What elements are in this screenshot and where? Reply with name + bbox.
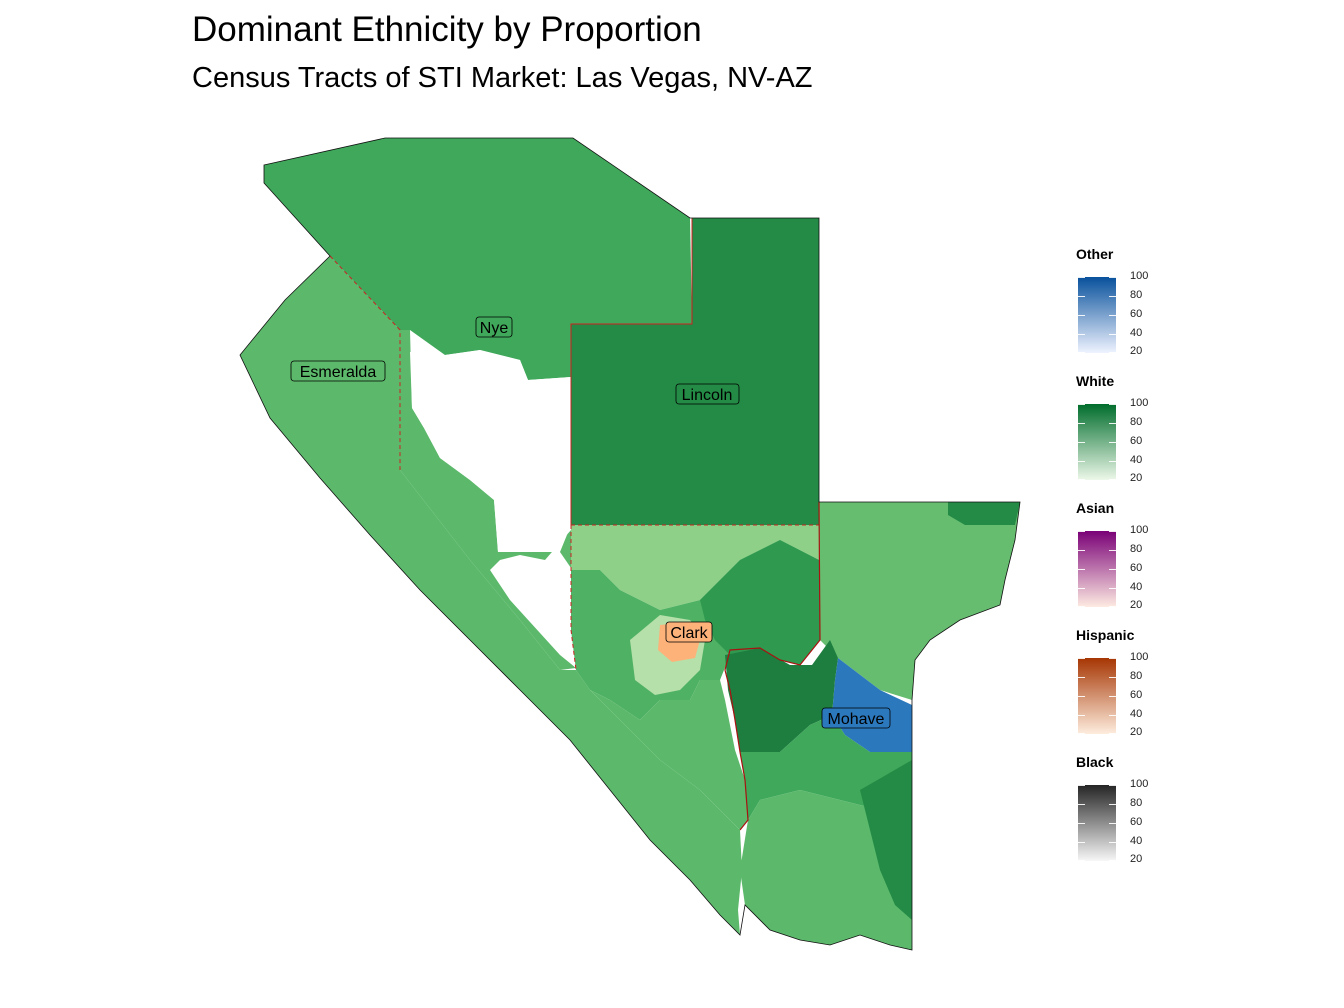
legend-tick-label: 80 (1130, 289, 1143, 301)
svg-text:Mohave: Mohave (828, 711, 885, 728)
legend-white: White 100 80 60 40 20 (1076, 373, 1196, 500)
legend-tick-label: 100 (1130, 651, 1149, 663)
legend-tick-label: 60 (1130, 562, 1143, 574)
legend-tick-label: 20 (1130, 472, 1143, 484)
tract-lincoln (571, 218, 819, 525)
tract-mohave-southeast (860, 760, 912, 920)
legend-asian: Asian 100 80 60 40 20 (1076, 500, 1196, 627)
svg-text:Clark: Clark (670, 625, 708, 642)
svg-text:Nye: Nye (480, 320, 509, 337)
legend-tick-label: 100 (1130, 524, 1149, 536)
legend-tick-label: 20 (1130, 853, 1143, 865)
market-outline (239, 137, 1021, 951)
no-data-region (410, 350, 571, 552)
legend-black: Black 100 80 60 40 20 (1076, 754, 1196, 881)
legend-tick-label: 80 (1130, 543, 1143, 555)
tract-clark-north (571, 525, 819, 610)
legend-tick-label: 80 (1130, 797, 1143, 809)
county-label-lincoln: Lincoln (675, 383, 740, 405)
map-subtitle: Census Tracts of STI Market: Las Vegas, … (192, 62, 813, 94)
legend-tick-label: 100 (1130, 270, 1149, 282)
tract-clark-south (590, 680, 748, 830)
legend-tick-label: 40 (1130, 581, 1143, 593)
legend-tick-label: 40 (1130, 835, 1143, 847)
legend-tick-label: 60 (1130, 816, 1143, 828)
county-label-esmeralda: Esmeralda (290, 360, 386, 382)
legend-tick-label: 20 (1130, 726, 1143, 738)
legend: Other 100 80 60 40 20 White 100 80 60 40 20 Asian 100… (1076, 246, 1196, 881)
legend-tick-label: 80 (1130, 670, 1143, 682)
legend-tick-label: 40 (1130, 327, 1143, 339)
legend-title: White (1076, 373, 1115, 389)
legend-title: Asian (1076, 500, 1115, 516)
tract-mohave-other (832, 658, 912, 752)
tract-nye-north (264, 138, 692, 380)
county-label-clark: Clark (665, 621, 713, 643)
legend-tick-label: 20 (1130, 599, 1143, 611)
svg-text:Esmeralda: Esmeralda (300, 364, 377, 381)
legend-title: Hispanic (1076, 627, 1135, 643)
county-label-mohave: Mohave (821, 707, 891, 729)
county-boundary-nye-clark (570, 525, 577, 671)
legend-tick-label: 80 (1130, 416, 1143, 428)
legend-tick-label: 20 (1130, 345, 1143, 357)
legend-tick-label: 40 (1130, 708, 1143, 720)
county-boundary-nye-lincoln (570, 218, 693, 525)
legend-tick-label: 100 (1130, 397, 1149, 409)
legend-tick-label: 60 (1130, 435, 1143, 447)
county-label-nye: Nye (475, 316, 513, 338)
legend-title: Black (1076, 754, 1114, 770)
legend-hispanic: Hispanic 100 80 60 40 20 (1076, 627, 1196, 754)
tract-mohave-south (740, 790, 912, 950)
tract-mohave-west (725, 640, 838, 752)
county-boundary-nye-esmeralda (329, 255, 401, 470)
tract-mohave-northeast (948, 502, 1020, 525)
svg-text:Lincoln: Lincoln (682, 387, 733, 404)
legend-tick-label: 60 (1130, 689, 1143, 701)
tract-mohave-north (819, 502, 1020, 700)
tract-nye-south (400, 330, 576, 670)
legend-other: Other 100 80 60 40 20 (1076, 246, 1196, 373)
legend-tick-label: 100 (1130, 778, 1149, 790)
legend-title: Other (1076, 246, 1114, 262)
map-title: Dominant Ethnicity by Proportion (192, 10, 702, 49)
legend-tick-label: 60 (1130, 308, 1143, 320)
tract-clark-east (700, 540, 820, 665)
legend-tick-label: 40 (1130, 454, 1143, 466)
state-boundary-nv-az (724, 501, 821, 831)
tract-esmeralda (240, 256, 742, 935)
